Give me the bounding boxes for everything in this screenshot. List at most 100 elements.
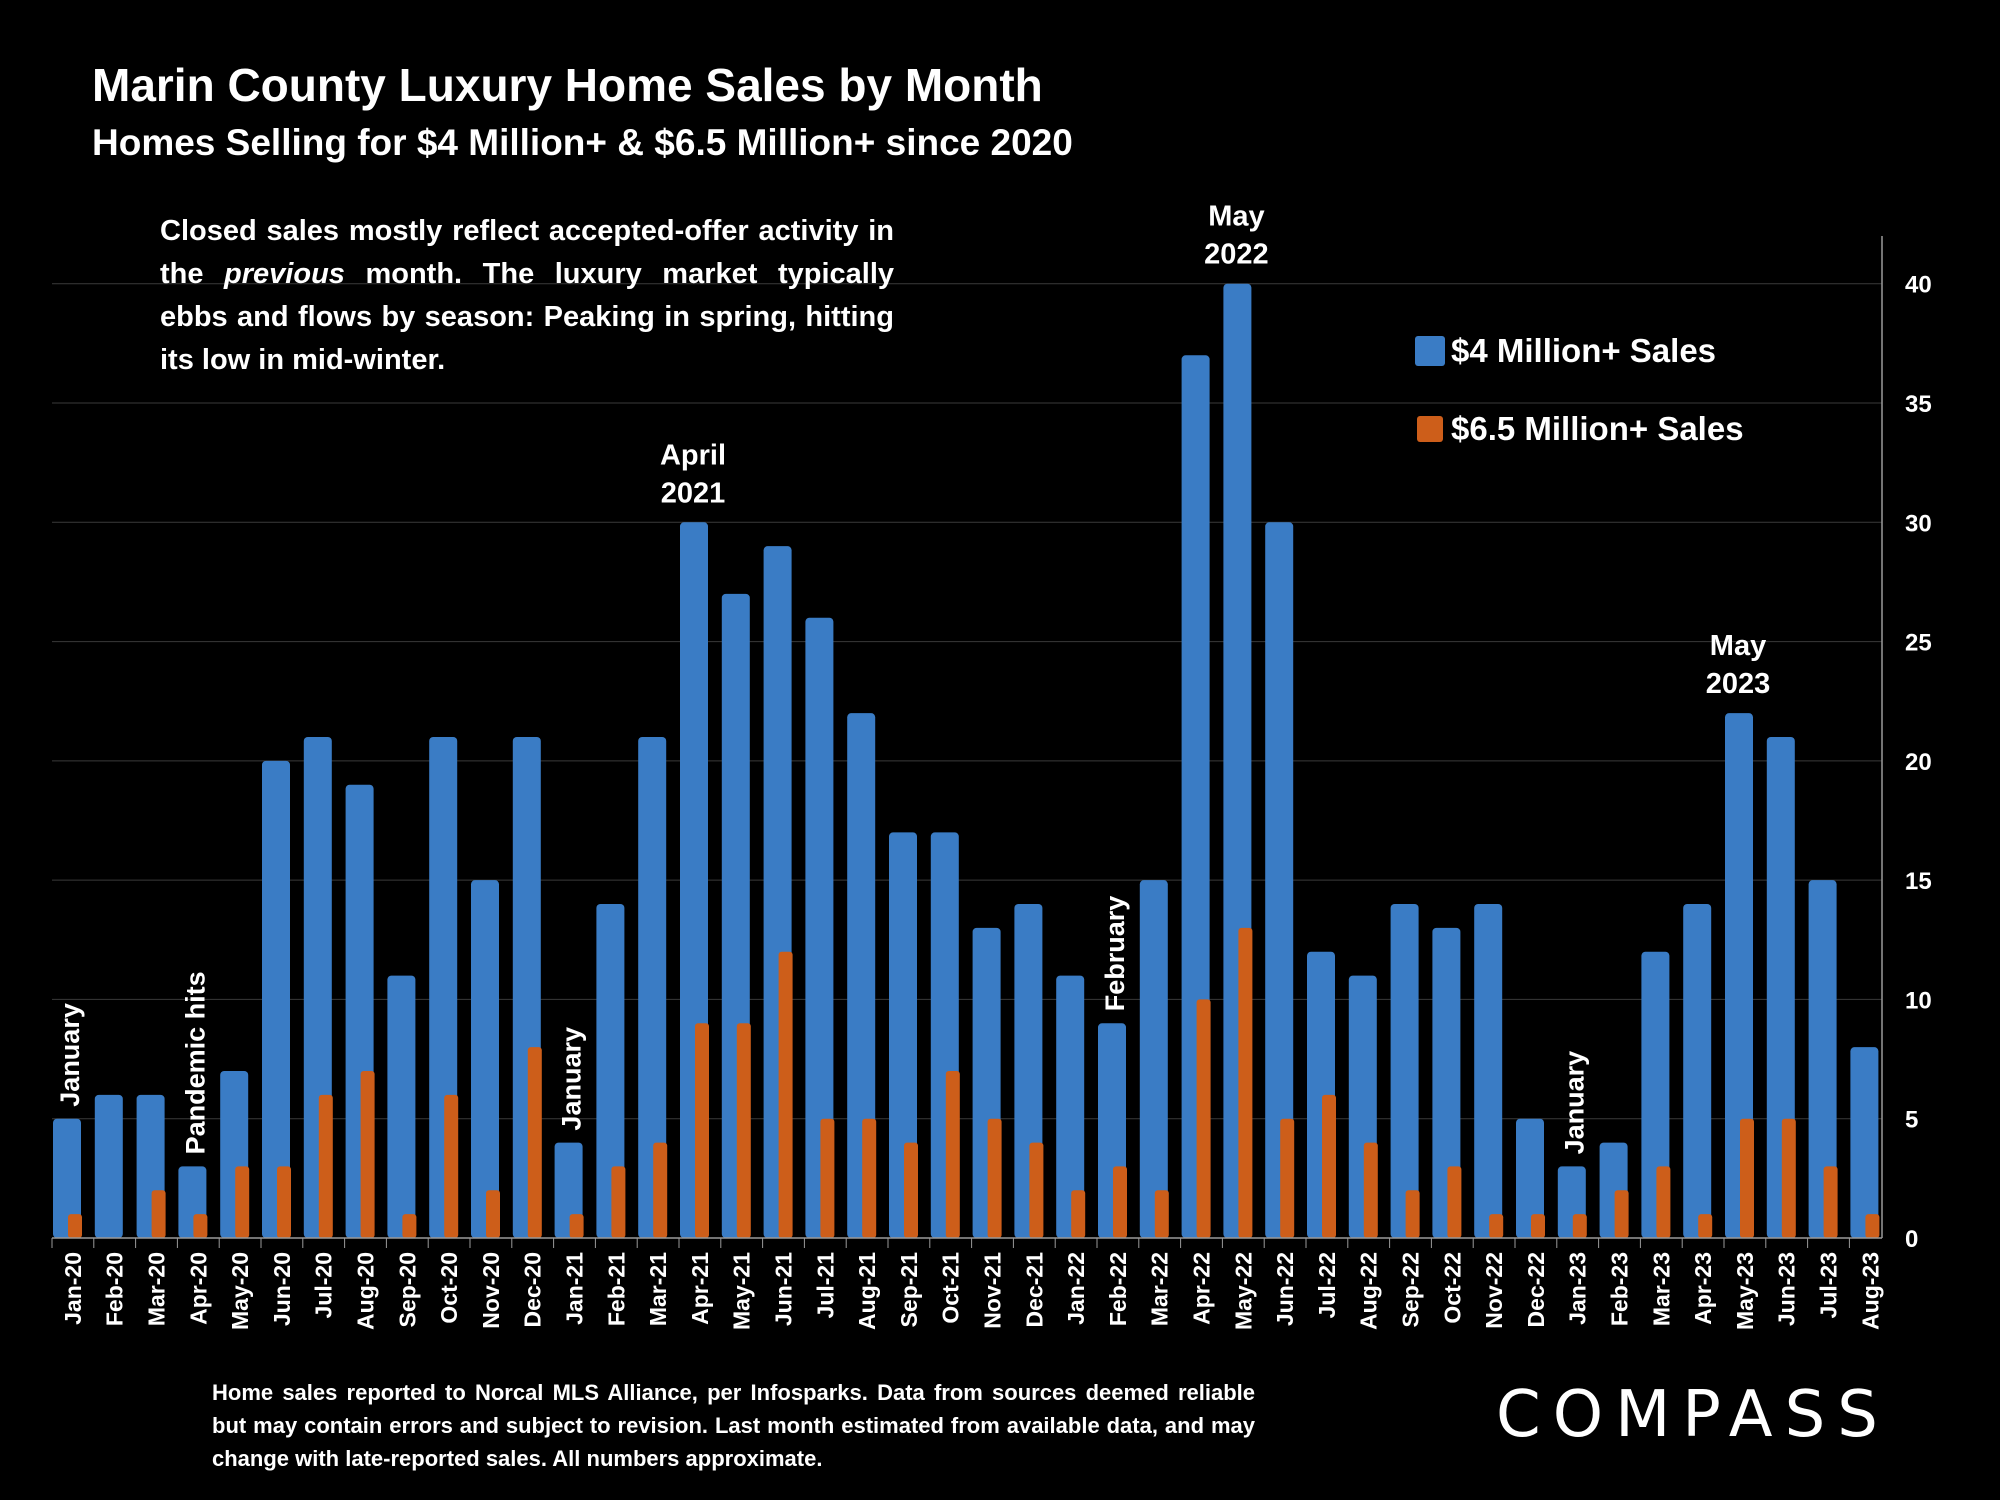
x-tick-label: Sep-21 bbox=[896, 1252, 922, 1328]
x-tick-label: Jul-20 bbox=[311, 1252, 337, 1318]
y-tick-label: 5 bbox=[1905, 1107, 1918, 1134]
bar-6-5m bbox=[486, 1190, 500, 1238]
bar-6-5m bbox=[1823, 1166, 1838, 1238]
bar-4m bbox=[1808, 880, 1837, 1238]
bar-4m bbox=[1766, 737, 1795, 1238]
bar-6-5m bbox=[1572, 1214, 1587, 1238]
bar-6-5m bbox=[1489, 1214, 1504, 1238]
x-tick-label: Jan-23 bbox=[1565, 1252, 1591, 1325]
annotations: January Pandemic hits January April 2021 Febr… bbox=[55, 201, 1770, 1155]
bar-6-5m bbox=[1280, 1118, 1295, 1238]
x-tick-label: Oct-21 bbox=[938, 1252, 964, 1324]
legend-label-6-5m: $6.5 Million+ Sales bbox=[1451, 410, 1744, 447]
annotation-label: February bbox=[1100, 896, 1130, 1012]
y-tick-label: 10 bbox=[1905, 987, 1932, 1014]
x-tick-label: Mar-23 bbox=[1648, 1252, 1674, 1326]
bar-4m bbox=[94, 1094, 123, 1238]
bar-4m bbox=[889, 832, 917, 1238]
bar-4m bbox=[638, 737, 667, 1238]
x-tick-label: Jun-23 bbox=[1774, 1252, 1800, 1326]
bar-6-5m bbox=[277, 1166, 291, 1238]
bar-4m bbox=[471, 880, 499, 1238]
x-tick-label: Feb-23 bbox=[1607, 1252, 1633, 1326]
bar-6-5m bbox=[360, 1071, 375, 1238]
bar-6-5m bbox=[193, 1214, 208, 1238]
legend-item-6-5m: $6.5 Million+ Sales bbox=[1415, 408, 1744, 450]
bar-6-5m bbox=[68, 1214, 82, 1238]
x-tick-label: May-21 bbox=[729, 1252, 755, 1330]
bar-4m bbox=[1432, 927, 1461, 1238]
x-tick-label: May-20 bbox=[227, 1252, 253, 1330]
chart-subtitle: Homes Selling for $4 Million+ & $6.5 Mil… bbox=[92, 122, 1073, 163]
bar-6-5m bbox=[1698, 1214, 1713, 1238]
x-tick-label: Sep-22 bbox=[1398, 1252, 1424, 1327]
x-tick-label: Aug-23 bbox=[1857, 1252, 1883, 1330]
annotation-label: May bbox=[1710, 630, 1766, 662]
x-tick-label: Jun-21 bbox=[771, 1252, 797, 1326]
annotation-label: April bbox=[660, 439, 726, 471]
bar-4m bbox=[262, 760, 290, 1238]
bar-6-5m bbox=[151, 1190, 166, 1238]
bar-4m bbox=[1139, 880, 1168, 1238]
x-tick-label: Feb-22 bbox=[1105, 1252, 1131, 1326]
note-text-emphasis: previous bbox=[224, 258, 345, 290]
annotation-label: 2022 bbox=[1204, 239, 1269, 271]
x-tick-label: Apr-20 bbox=[185, 1252, 211, 1325]
annotation-label: May bbox=[1208, 201, 1264, 233]
bar-4m bbox=[1474, 904, 1503, 1238]
y-tick-label: 35 bbox=[1905, 391, 1932, 418]
legend: $4 Million+ Sales $6.5 Million+ Sales bbox=[1415, 330, 1744, 486]
annotation-label: January bbox=[55, 1003, 85, 1107]
bar-6-5m bbox=[444, 1094, 459, 1238]
x-tick-label: Jul-23 bbox=[1816, 1252, 1842, 1318]
y-tick-label: 0 bbox=[1905, 1226, 1918, 1253]
bar-6-5m bbox=[1238, 927, 1253, 1238]
x-tick-label: Nov-21 bbox=[980, 1252, 1006, 1329]
bar-4m bbox=[1390, 904, 1419, 1238]
note-text-before: Closed sales mostly reflect accepted-off… bbox=[160, 215, 894, 290]
axes: 0 5 10 15 20 25 30 35 40 Jan-20 Feb-20 Mar-20 Apr-20… bbox=[51, 236, 1932, 1330]
bar-6-5m bbox=[987, 1118, 1002, 1238]
x-tick-label: May-22 bbox=[1230, 1252, 1256, 1330]
x-tick-label: Jan-22 bbox=[1063, 1252, 1089, 1325]
bar-6-5m bbox=[569, 1214, 584, 1238]
x-tick-label: Aug-22 bbox=[1356, 1252, 1382, 1330]
legend-label-4m: $4 Million+ Sales bbox=[1451, 332, 1717, 369]
annotation-label: Pandemic hits bbox=[180, 971, 210, 1154]
chart-title: Marin County Luxury Home Sales by Month bbox=[92, 59, 1043, 111]
bar-6-5m bbox=[1029, 1142, 1044, 1238]
bar-6-5m bbox=[235, 1166, 250, 1238]
bar-4m bbox=[596, 904, 625, 1238]
x-tick-label: Jun-20 bbox=[269, 1252, 295, 1326]
footnote: Home sales reported to Norcal MLS Allian… bbox=[212, 1380, 1255, 1471]
legend-swatch-blue bbox=[1415, 336, 1445, 366]
x-tick-label: Mar-20 bbox=[144, 1252, 170, 1326]
x-tick-label: Oct-20 bbox=[436, 1252, 462, 1324]
x-tick-label: Jan-21 bbox=[562, 1252, 588, 1325]
x-tick-label: Aug-21 bbox=[854, 1252, 880, 1330]
y-tick-label: 15 bbox=[1905, 868, 1932, 895]
bar-6-5m bbox=[1405, 1190, 1420, 1238]
x-tick-label: Jan-20 bbox=[60, 1252, 86, 1325]
bar-4m bbox=[53, 1118, 81, 1238]
x-tick-label: Apr-23 bbox=[1690, 1252, 1716, 1325]
bar-6-5m bbox=[904, 1142, 918, 1238]
bar-6-5m bbox=[1865, 1214, 1880, 1238]
logo-text: COMPASS bbox=[1496, 1378, 1890, 1452]
x-tick-label: Jul-21 bbox=[812, 1252, 838, 1319]
bar-6-5m bbox=[527, 1047, 542, 1238]
bar-4m bbox=[1683, 904, 1712, 1238]
annotation-label: 2023 bbox=[1706, 668, 1771, 700]
bar-6-5m bbox=[778, 951, 793, 1238]
y-tick-label: 40 bbox=[1905, 272, 1932, 299]
bar-4m bbox=[387, 975, 416, 1238]
bar-4m bbox=[1056, 975, 1085, 1238]
legend-swatch-orange bbox=[1417, 416, 1443, 442]
x-tick-label: Mar-21 bbox=[645, 1252, 671, 1326]
bar-6-5m bbox=[1447, 1166, 1462, 1238]
bar-6-5m bbox=[1740, 1118, 1754, 1238]
annotation-label: January bbox=[557, 1027, 587, 1131]
bars bbox=[53, 283, 1880, 1238]
x-tick-label: Jun-22 bbox=[1272, 1252, 1298, 1326]
